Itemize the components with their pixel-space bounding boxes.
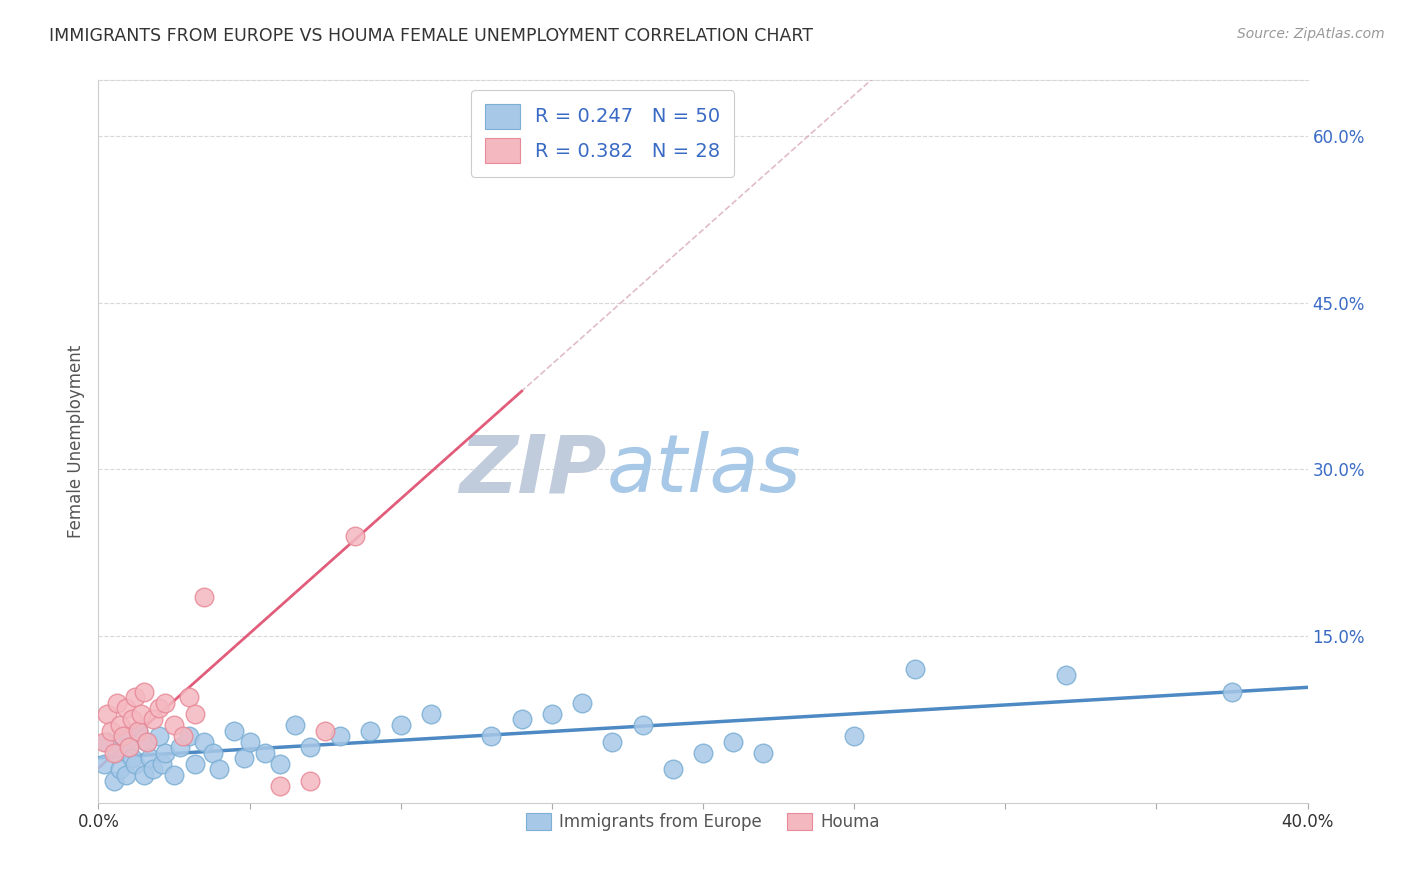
Point <box>844 729 866 743</box>
Point <box>172 729 194 743</box>
Point <box>169 740 191 755</box>
Point <box>148 729 170 743</box>
Point <box>96 734 118 748</box>
Point <box>269 756 291 771</box>
Point <box>329 729 352 743</box>
Point <box>904 662 927 676</box>
Text: Source: ZipAtlas.com: Source: ZipAtlas.com <box>1237 27 1385 41</box>
Point <box>1220 684 1243 698</box>
Point <box>129 706 152 721</box>
Point <box>135 734 157 748</box>
Point <box>602 734 624 748</box>
Point <box>150 756 173 771</box>
Point <box>121 713 143 727</box>
Point <box>118 740 141 755</box>
Point <box>284 718 307 732</box>
Point <box>253 746 276 760</box>
Point <box>142 713 165 727</box>
Point <box>184 706 207 721</box>
Point <box>127 723 149 738</box>
Legend: Immigrants from Europe, Houma: Immigrants from Europe, Houma <box>519 806 887 838</box>
Point <box>108 718 131 732</box>
Point <box>111 729 134 743</box>
Point <box>111 729 134 743</box>
Point <box>184 756 207 771</box>
Text: atlas: atlas <box>606 432 801 509</box>
Point <box>105 746 128 760</box>
Point <box>360 723 382 738</box>
Point <box>510 713 533 727</box>
Point <box>202 746 225 760</box>
Point <box>132 768 155 782</box>
Point <box>1054 668 1077 682</box>
Point <box>299 740 322 755</box>
Point <box>163 768 186 782</box>
Point <box>105 696 128 710</box>
Point <box>208 763 231 777</box>
Point <box>121 751 143 765</box>
Point <box>193 734 215 748</box>
Point <box>224 723 246 738</box>
Point <box>299 773 322 788</box>
Point <box>723 734 745 748</box>
Y-axis label: Female Unemployment: Female Unemployment <box>66 345 84 538</box>
Point <box>179 729 201 743</box>
Point <box>103 746 125 760</box>
Point <box>481 729 503 743</box>
Point <box>96 706 118 721</box>
Point <box>139 751 162 765</box>
Point <box>232 751 254 765</box>
Point <box>193 590 215 604</box>
Point <box>239 734 262 748</box>
Point <box>389 718 412 732</box>
Point <box>93 734 115 748</box>
Point <box>269 779 291 793</box>
Point <box>148 701 170 715</box>
Point <box>344 529 367 543</box>
Point <box>142 763 165 777</box>
Point <box>103 773 125 788</box>
Point <box>631 718 654 732</box>
Point <box>179 690 201 705</box>
Point <box>163 718 186 732</box>
Point <box>752 746 775 760</box>
Point <box>420 706 443 721</box>
Point <box>127 723 149 738</box>
Point <box>692 746 714 760</box>
Point <box>132 684 155 698</box>
Point <box>124 756 146 771</box>
Point <box>114 701 136 715</box>
Point <box>314 723 336 738</box>
Text: IMMIGRANTS FROM EUROPE VS HOUMA FEMALE UNEMPLOYMENT CORRELATION CHART: IMMIGRANTS FROM EUROPE VS HOUMA FEMALE U… <box>49 27 813 45</box>
Text: ZIP: ZIP <box>458 432 606 509</box>
Point <box>108 763 131 777</box>
Point <box>495 140 517 154</box>
Point <box>661 763 683 777</box>
Point <box>153 696 176 710</box>
Point <box>114 768 136 782</box>
Point <box>153 746 176 760</box>
Point <box>118 740 141 755</box>
Point <box>124 690 146 705</box>
Point <box>135 734 157 748</box>
Point <box>93 756 115 771</box>
Point <box>571 696 593 710</box>
Point <box>100 723 122 738</box>
Point <box>540 706 562 721</box>
